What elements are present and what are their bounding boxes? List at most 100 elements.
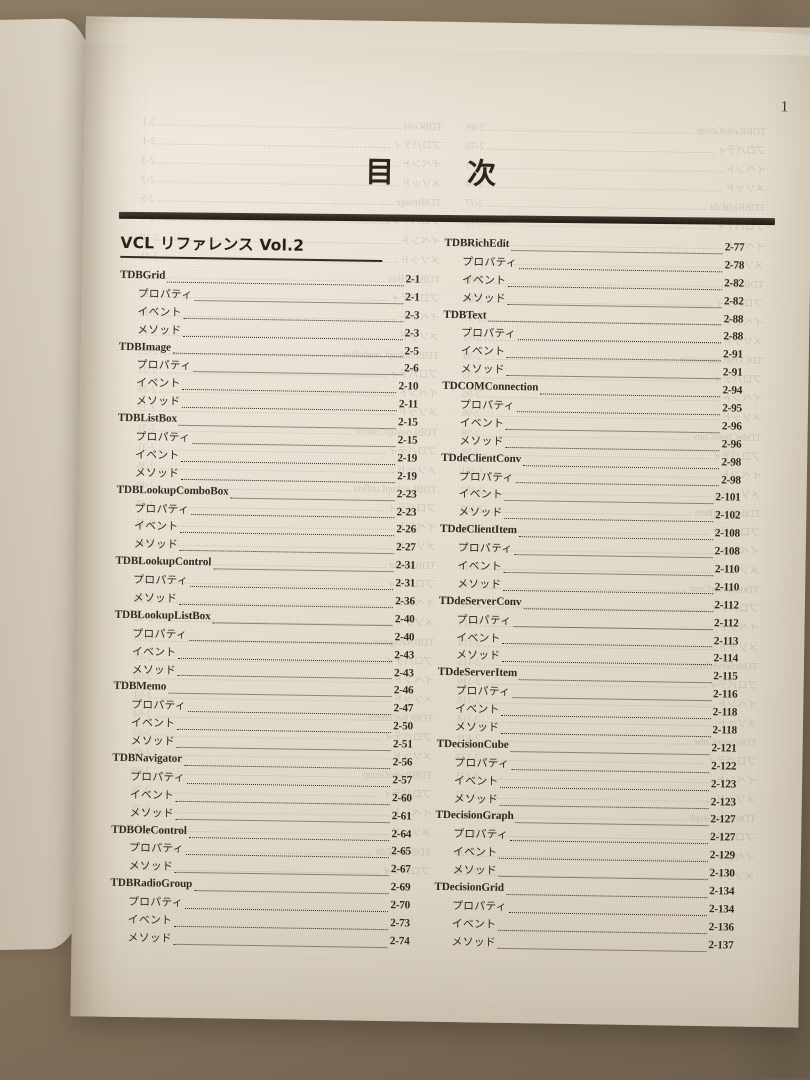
book-page: TDBRadioGroup 2-69 プロパティ 2-70 イベント 2-73 メソッド 2-… <box>70 0 810 1028</box>
toc-entry-label: TDBText <box>443 308 487 322</box>
toc-leader-dots <box>519 679 712 684</box>
toc-entry-page: 2-26 <box>396 523 417 536</box>
toc-leader-dots <box>230 497 395 501</box>
toc-entry-page: 2-6 <box>404 362 419 375</box>
toc-entry-label: プロパティ <box>455 684 511 699</box>
toc-entry-page: 2-115 <box>713 670 738 683</box>
toc-entry-label: メソッド <box>452 863 498 877</box>
toc-entry-label: イベント <box>137 304 182 319</box>
toc-entry-label: イベント <box>130 716 176 731</box>
toc-leader-dots <box>213 568 394 573</box>
toc-entry-page: 2-130 <box>709 867 735 880</box>
toc-entry-label: メソッド <box>461 290 507 305</box>
toc-entry-label: TDdeClientConv <box>441 451 522 465</box>
toc-entry-label: TDBLookupListBox <box>114 608 211 623</box>
toc-entry-page: 2-43 <box>394 648 415 662</box>
toc-entry-label: イベント <box>131 644 177 659</box>
toc-entry-page: 2-134 <box>709 885 735 898</box>
toc-entry-label: メソッド <box>459 433 504 448</box>
toc-entry-label: イベント <box>460 344 506 359</box>
toc-entry-page: 2-27 <box>395 541 416 554</box>
toc-entry-label: TDdeClientItem <box>439 523 518 537</box>
toc-leader-dots <box>540 393 721 398</box>
toc-entry-label: プロパティ <box>136 358 192 373</box>
toc-entry-page: 2-102 <box>715 509 741 522</box>
toc-entry-page: 2-129 <box>709 849 736 862</box>
toc-entry-label: イベント <box>457 559 502 573</box>
toc-entry-label: TDecisionCube <box>436 737 509 751</box>
toc-entry-page: 2-70 <box>390 899 411 912</box>
toc-entry-page: 2-73 <box>390 917 410 930</box>
toc-entry: メソッド 2-74 <box>109 929 410 952</box>
toc-entry-page: 2-23 <box>396 487 417 501</box>
toc-entry-label: TDdeServerConv <box>438 594 522 608</box>
toc-entry-page: 2-31 <box>395 559 416 572</box>
toc-entry-label: イベント <box>459 416 505 430</box>
toc-entry-page: 2-82 <box>723 294 744 308</box>
toc-entry-label: プロパティ <box>134 501 190 516</box>
toc-entry-page: 2-47 <box>393 702 414 715</box>
toc-entry-page: 2-134 <box>708 903 735 916</box>
toc-entry-page: 2-57 <box>392 774 413 787</box>
toc-entry-label: TDBImage <box>118 340 171 354</box>
toc-entry-page: 2-116 <box>712 688 738 701</box>
toc-entry-page: 2-108 <box>714 527 741 540</box>
toc-entry-label: プロパティ <box>132 626 188 641</box>
toc-entry-page: 2-101 <box>715 491 741 505</box>
toc-entry-label: メソッド <box>453 791 499 806</box>
toc-entry-page: 2-112 <box>714 616 739 630</box>
toc-entry-label: プロパティ <box>131 698 187 713</box>
toc-entry-page: 2-1 <box>405 273 421 286</box>
toc-entry-page: 2-123 <box>710 777 737 791</box>
toc-entry-page: 2-23 <box>396 505 417 519</box>
toc-entry-page: 2-94 <box>722 384 743 397</box>
toc-entry-label: プロパティ <box>137 287 193 301</box>
toc-entry-label: メソッド <box>133 537 179 552</box>
toc-entry-page: 2-46 <box>393 684 414 697</box>
toc-entry-page: 2-136 <box>708 921 734 934</box>
toc-entry-page: 2-5 <box>404 344 419 358</box>
toc-entry-page: 2-91 <box>722 366 743 379</box>
toc-entry-label: イベント <box>458 487 504 502</box>
toc-entry-label: TDBRichEdit <box>444 236 510 250</box>
toc-entry-label: TDBGrid <box>119 268 166 282</box>
toc-entry-label: プロパティ <box>453 827 509 842</box>
toc-entry-page: 2-10 <box>398 380 419 393</box>
toc-entry-page: 2-98 <box>721 473 741 487</box>
toc-entry-page: 2-114 <box>713 652 739 666</box>
toc-entry-page: 2-88 <box>723 312 744 326</box>
toc-entry-label: イベント <box>455 702 500 717</box>
toc-entry-page: 2-69 <box>390 881 411 894</box>
toc-entry-label: イベント <box>453 773 499 788</box>
toc-entry-page: 2-31 <box>395 577 416 590</box>
toc-entry-page: 2-91 <box>722 348 743 361</box>
toc-entry-label: メソッド <box>451 934 497 949</box>
toc-entry-label: イベント <box>452 845 498 860</box>
toc-entry-label: メソッド <box>127 930 173 945</box>
toc-entry-label: イベント <box>451 916 497 931</box>
toc-entry-page: 2-118 <box>712 724 737 737</box>
toc-leader-dots <box>523 607 713 612</box>
toc-entry-page: 2-96 <box>721 420 742 433</box>
toc-entry-label: プロパティ <box>461 326 517 341</box>
toc-entry-page: 2-1 <box>405 291 420 304</box>
toc-entry-page: 2-96 <box>721 438 742 451</box>
toc-entry-page: 2-15 <box>397 416 418 429</box>
toc-entry-page: 2-137 <box>708 938 734 952</box>
toc-entry-label: イベント <box>129 787 175 802</box>
toc-left-column: TDBGrid 2-1 プロパティ 2-1 イベント 2-3 メソッド 2-3 TDBImage… <box>109 267 420 951</box>
toc-entry-page: 2-67 <box>390 863 411 876</box>
toc-entry-page: 2-65 <box>391 845 412 858</box>
toc-entry-label: プロパティ <box>135 430 191 444</box>
toc-entry-label: TDCOMConnection <box>442 380 539 394</box>
toc-entry-page: 2-3 <box>404 309 420 322</box>
toc-entry-page: 2-60 <box>391 791 412 805</box>
toc-entry-label: メソッド <box>460 362 506 377</box>
toc-entry-page: 2-108 <box>714 545 740 558</box>
toc-entry-label: プロパティ <box>454 755 510 770</box>
toc-leader-dots <box>212 622 393 626</box>
toc-entry-label: メソッド <box>128 859 174 874</box>
toc-entry-page: 2-15 <box>397 434 418 447</box>
toc-entry-page: 2-36 <box>395 595 415 608</box>
toc-entry-page: 2-110 <box>714 581 740 594</box>
